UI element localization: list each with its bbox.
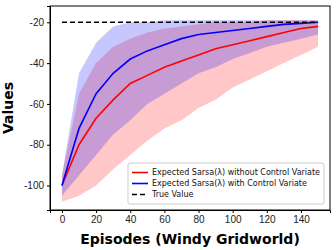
legend-box bbox=[128, 163, 324, 204]
x-tick: 0 bbox=[60, 210, 66, 225]
x-tick: 20 bbox=[91, 210, 103, 225]
x-tick: 40 bbox=[125, 210, 137, 225]
y-tick-label: -60 bbox=[30, 99, 45, 110]
legend-label: Expected Sarsa(λ) with Control Variate bbox=[152, 179, 307, 188]
y-tick: -80 bbox=[30, 139, 50, 150]
legend-swatch bbox=[132, 183, 148, 185]
plot: 0 20 40 60 80 100 120 140 -100 -80 -60 -40 -20 Expect… bbox=[24, 6, 331, 225]
axis-line bbox=[51, 211, 331, 214]
y-tick: -40 bbox=[30, 58, 50, 69]
legend-swatch bbox=[132, 172, 148, 174]
chart: 0 20 40 60 80 100 120 140 -100 -80 -60 -40 -20 Expect… bbox=[0, 0, 336, 250]
plot-frame bbox=[50, 6, 330, 210]
y-tick-label: -80 bbox=[30, 139, 45, 150]
x-tick-label: 100 bbox=[225, 214, 242, 225]
x-tick-label: 120 bbox=[259, 214, 276, 225]
x-tick: 140 bbox=[293, 210, 310, 225]
series-line bbox=[62, 26, 318, 185]
x-tick-label: 60 bbox=[159, 214, 171, 225]
x-tick-label: 80 bbox=[193, 214, 205, 225]
x-tick: 100 bbox=[225, 210, 242, 225]
x-tick: 60 bbox=[159, 210, 171, 225]
series-line bbox=[62, 22, 318, 185]
x-axis-title: Episodes (Windy Gridworld) bbox=[80, 231, 300, 247]
x-tick-label: 140 bbox=[293, 214, 310, 225]
x-tick-label: 20 bbox=[91, 214, 103, 225]
y-axis-title: Values bbox=[0, 82, 16, 134]
legend-swatch bbox=[132, 194, 148, 196]
x-tick-label: 40 bbox=[125, 214, 137, 225]
legend-label: Expected Sarsa(λ) without Control Variat… bbox=[152, 168, 320, 177]
y-tick: -100 bbox=[24, 180, 50, 191]
x-tick: 80 bbox=[193, 210, 205, 225]
series-line bbox=[62, 22, 318, 24]
y-tick: -60 bbox=[30, 99, 50, 110]
x-tick: 120 bbox=[259, 210, 276, 225]
x-axis: 0 20 40 60 80 100 120 140 bbox=[51, 210, 331, 225]
y-axis: -100 -80 -60 -40 -20 bbox=[24, 7, 51, 211]
legend: Expected Sarsa(λ) without Control Variat… bbox=[128, 163, 324, 204]
y-tick-label: -40 bbox=[30, 58, 45, 69]
legend-label: True Value bbox=[151, 190, 194, 199]
plot-background bbox=[50, 6, 330, 210]
x-tick-label: 0 bbox=[60, 214, 66, 225]
y-tick: -20 bbox=[30, 17, 50, 28]
y-tick-label: -20 bbox=[30, 17, 45, 28]
y-tick-label: -100 bbox=[24, 180, 44, 191]
